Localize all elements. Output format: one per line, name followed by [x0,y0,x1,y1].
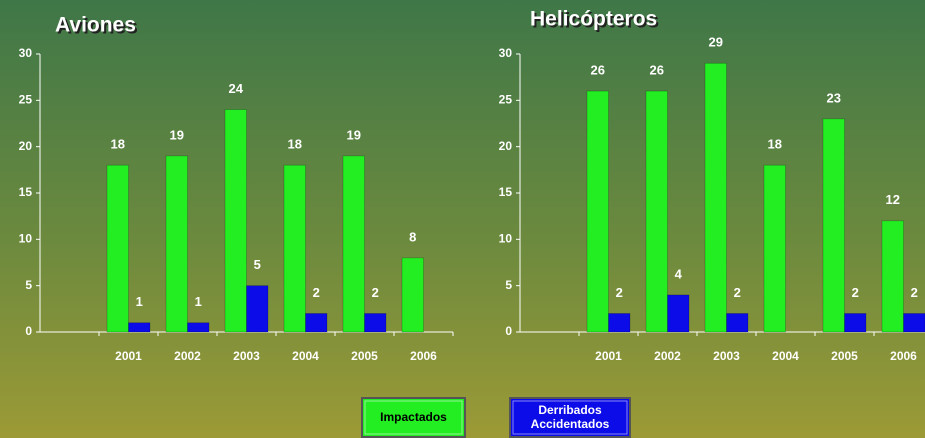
y-tick-label: 30 [499,46,513,60]
data-label: 2 [313,285,320,300]
data-label: 4 [675,266,683,281]
data-label: 18 [288,137,302,152]
data-label: 26 [650,63,664,78]
bar [903,313,925,333]
legend: Impactados Derribados Accidentados [361,397,631,438]
legend-line: Derribados [538,403,602,417]
legend-label: Derribados Accidentados [531,403,610,431]
data-label: 2 [372,285,379,300]
y-tick-label: 20 [499,139,513,153]
bar [283,164,306,333]
data-label: 19 [170,127,184,142]
bar [165,155,188,333]
x-tick-label: 2004 [292,349,319,363]
bar [645,90,668,333]
x-tick-label: 2003 [233,349,260,363]
bar [608,313,631,333]
data-label: 23 [827,90,841,105]
data-label: 8 [409,229,416,244]
bar [881,220,904,333]
y-tick-label: 15 [19,185,33,199]
y-tick-label: 15 [499,185,513,199]
bar [187,322,210,333]
bar [586,90,609,333]
bar [401,257,424,333]
x-tick-label: 2006 [410,349,437,363]
x-tick-label: 2002 [654,349,681,363]
x-tick-label: 2005 [831,349,858,363]
legend-label: Impactados [380,410,447,424]
legend-line: Accidentados [531,417,610,431]
x-tick-label: 2003 [713,349,740,363]
x-tick-label: 2006 [890,349,917,363]
bar [246,285,269,333]
bar [763,164,786,333]
chart-title: Helicópteros [530,8,657,31]
bar [224,109,247,333]
data-label: 18 [111,137,125,152]
bar [704,62,727,333]
bar [364,313,387,333]
legend-box [509,397,631,438]
data-label: 2 [852,285,859,300]
legend-box [361,397,466,438]
x-tick-label: 2001 [595,349,622,363]
x-tick-label: 2002 [174,349,201,363]
bar [822,118,845,333]
bar [726,313,749,333]
data-label: 29 [709,35,723,50]
data-label: 1 [195,294,202,309]
bar [128,322,151,333]
y-tick-label: 0 [505,324,512,338]
y-tick-label: 10 [499,232,513,246]
bar [342,155,365,333]
bar [844,313,867,333]
y-tick-label: 10 [19,232,33,246]
data-label: 1 [136,294,143,309]
bar [106,164,129,333]
data-label: 26 [591,63,605,78]
bar [305,313,328,333]
legend-bevel [364,400,463,435]
data-label: 2 [911,285,918,300]
data-label: 12 [886,192,900,207]
chart-title: Aviones [55,14,136,37]
data-label: 24 [229,81,244,96]
bar [667,294,690,333]
y-tick-label: 25 [19,93,33,107]
data-label: 2 [734,285,741,300]
y-tick-label: 25 [499,93,513,107]
x-tick-label: 2005 [351,349,378,363]
y-tick-label: 30 [19,46,33,60]
y-tick-label: 20 [19,139,33,153]
data-label: 18 [768,137,782,152]
y-tick-label: 5 [25,278,32,292]
x-tick-label: 2004 [772,349,799,363]
data-label: 5 [254,257,261,272]
data-label: 2 [616,285,623,300]
y-tick-label: 5 [505,278,512,292]
x-tick-label: 2001 [115,349,142,363]
y-tick-label: 0 [25,324,32,338]
legend-bevel [512,400,628,435]
data-label: 19 [347,127,361,142]
